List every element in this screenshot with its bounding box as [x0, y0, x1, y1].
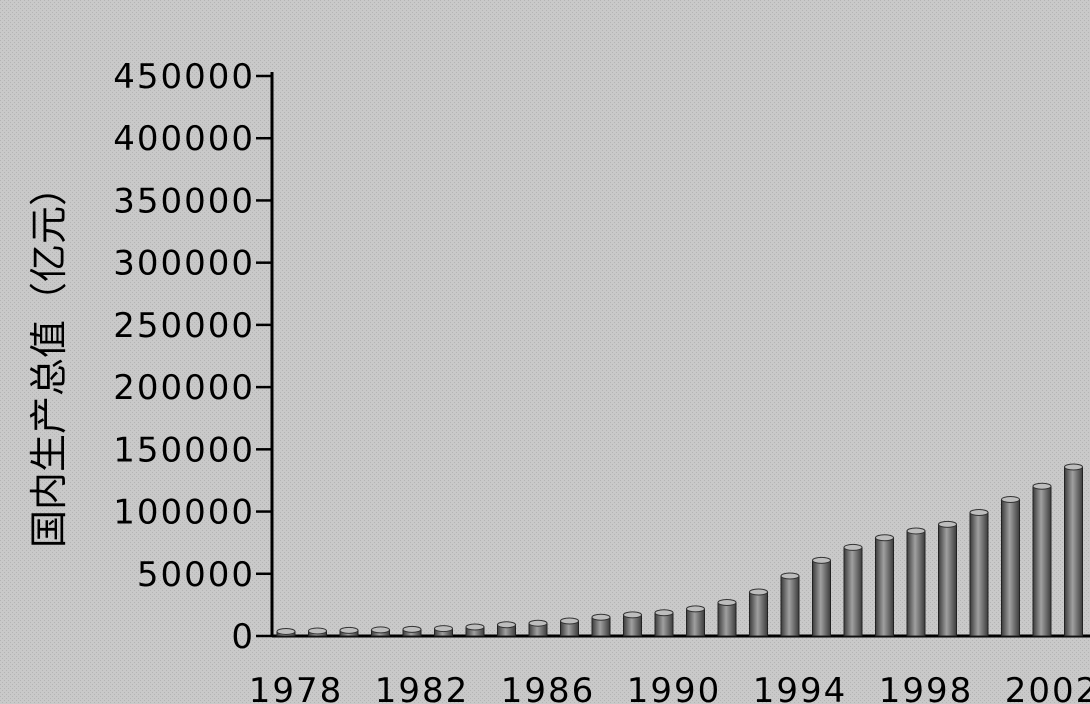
bar — [875, 537, 894, 637]
y-tick-label: 50000 — [137, 555, 255, 595]
bar-cap — [371, 626, 390, 634]
bar-cap — [1001, 496, 1020, 504]
bar — [1032, 485, 1052, 637]
bar — [1001, 499, 1020, 637]
x-tick-label: 1998 — [879, 671, 974, 704]
y-tick-label: 150000 — [113, 430, 255, 470]
bar — [717, 601, 737, 637]
y-tick-label: 350000 — [113, 181, 255, 221]
y-tick-label: 400000 — [113, 119, 255, 159]
y-tick-label: 300000 — [113, 244, 255, 284]
bar-cap — [749, 588, 768, 596]
y-tick-label: 250000 — [113, 306, 255, 346]
bar-cap — [434, 625, 453, 633]
bar-cap — [465, 623, 485, 631]
x-tick-label: 1978 — [249, 671, 344, 704]
y-tick-label: 0 — [231, 617, 255, 657]
y-tick-label: 450000 — [113, 57, 255, 97]
bar-cap — [969, 509, 989, 517]
y-axis: 0 50000 100000 150000 200000 250000 300000 3500… — [113, 57, 274, 657]
bar — [780, 575, 800, 637]
x-tick-label: 1994 — [753, 671, 848, 704]
x-tick-label: 1982 — [375, 671, 470, 704]
bar-cap — [906, 527, 926, 535]
bar — [686, 608, 705, 637]
bar-cap — [591, 613, 611, 621]
bar-cap — [528, 619, 548, 627]
bar-cap — [1064, 463, 1083, 471]
bar-cap — [1032, 482, 1052, 490]
bar — [938, 523, 957, 637]
bar-cap — [654, 609, 674, 617]
bar-series — [276, 463, 1083, 637]
bar — [812, 559, 831, 637]
x-tick-label: 1986 — [501, 671, 596, 704]
x-tick-label: 2002 — [1005, 671, 1090, 704]
bar-cap — [938, 520, 957, 528]
y-tick-label: 200000 — [113, 368, 255, 408]
bar-cap — [308, 627, 327, 635]
bar — [1064, 466, 1083, 637]
bar-cap — [843, 543, 863, 551]
bar-cap — [276, 627, 296, 635]
y-axis-label: 国内生产总值（亿元） — [27, 168, 71, 548]
bar — [843, 546, 863, 637]
bar-cap — [875, 534, 894, 542]
y-tick-label: 100000 — [113, 493, 255, 533]
bar — [749, 591, 768, 637]
bar-cap — [812, 556, 831, 564]
bar-cap — [497, 621, 516, 629]
x-axis: 1978 1982 1986 1990 1994 1998 2002 — [249, 634, 1090, 704]
bar-cap — [780, 572, 800, 580]
bar — [906, 530, 926, 637]
bar — [969, 512, 989, 637]
bar-cap — [402, 625, 422, 633]
bar-cap — [686, 605, 705, 613]
bar-cap — [339, 626, 359, 634]
bar-cap — [560, 617, 579, 625]
bar-cap — [717, 598, 737, 606]
bar-cap — [623, 611, 642, 619]
x-tick-label: 1990 — [627, 671, 722, 704]
